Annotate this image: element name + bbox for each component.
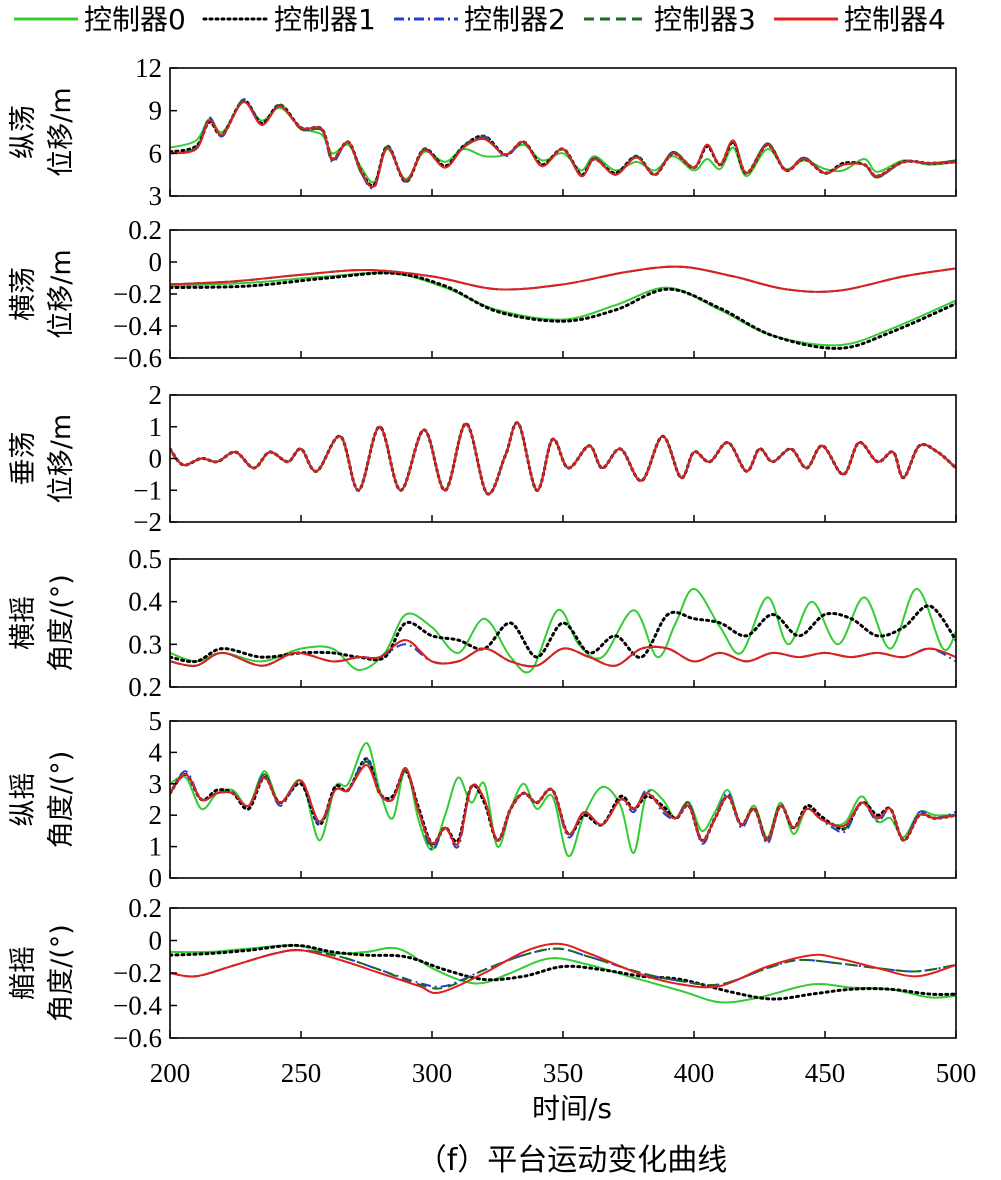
series-line-0 — [170, 271, 956, 347]
panel-frame — [169, 558, 957, 688]
y-tick-label: 5 — [149, 706, 163, 736]
y-axis-label-unit: 角度/(°) — [46, 751, 77, 849]
y-tick-label: −0.6 — [113, 343, 162, 373]
y-tick-label: 0.3 — [128, 629, 162, 659]
y-tick-label: 0.2 — [128, 893, 162, 923]
panel-series — [170, 265, 956, 350]
y-tick-label: 2 — [149, 380, 163, 410]
y-tick-label: 3 — [149, 769, 163, 799]
panel-frame — [169, 720, 957, 879]
series-line-4 — [170, 764, 956, 846]
y-axis-label-name: 艏摇 — [8, 946, 39, 1000]
y-tick-label: −0.2 — [113, 958, 162, 988]
panel-3: 0.2 0.3 0.4 0.5 横摇 角度/(°) — [8, 544, 957, 702]
y-axis-label-unit: 位移/m — [46, 414, 77, 503]
x-axis: 200 250 300 350 400 450 500 — [150, 1058, 977, 1088]
x-tick-label: 450 — [805, 1058, 846, 1088]
y-tick-label: 0.4 — [128, 587, 162, 617]
panel-series — [170, 587, 956, 674]
series-line-1 — [170, 271, 956, 350]
y-tick-label: 9 — [149, 96, 163, 126]
legend-label: 控制器2 — [464, 3, 566, 36]
figure-caption: （f）平台运动变化曲线 — [417, 1143, 728, 1178]
series-line-0 — [170, 587, 956, 674]
panel-5: −0.6−0.4−0.200.2 艏摇 角度/(°) — [8, 893, 957, 1053]
series-line-4 — [170, 101, 956, 188]
legend: 控制器0 控制器1 控制器2 控制器3 控制器4 — [14, 3, 946, 36]
y-axis-label-name: 纵荡 — [8, 105, 39, 159]
x-tick-label: 400 — [674, 1058, 715, 1088]
panel-frame — [169, 907, 957, 1039]
y-tick-label: 1 — [149, 832, 163, 862]
y-axis-label-name: 横摇 — [8, 596, 39, 650]
y-tick-label: 1 — [149, 412, 163, 442]
legend-label: 控制器4 — [844, 3, 946, 36]
legend-item-1: 控制器1 — [202, 3, 376, 36]
y-tick-label: 0.5 — [128, 544, 162, 574]
y-tick-label: −0.4 — [113, 311, 162, 341]
panel-1: −0.6−0.4−0.200.2 横荡 位移/m — [8, 215, 957, 373]
series-line-4 — [170, 639, 956, 668]
x-tick-label: 300 — [412, 1058, 453, 1088]
series-line-3 — [170, 760, 956, 848]
y-axis-label-unit: 角度/(°) — [46, 924, 77, 1022]
x-tick-label: 500 — [936, 1058, 977, 1088]
y-tick-label: 0.2 — [128, 672, 162, 702]
y-tick-label: 6 — [149, 138, 163, 168]
x-tick-label: 250 — [281, 1058, 322, 1088]
series-line-4 — [170, 265, 956, 293]
panel-series — [170, 741, 956, 858]
legend-item-0: 控制器0 — [14, 3, 186, 36]
x-tick-label: 350 — [543, 1058, 584, 1088]
legend-label: 控制器0 — [84, 3, 186, 36]
legend-label: 控制器1 — [274, 3, 376, 36]
y-tick-label: 0 — [149, 247, 163, 277]
y-tick-label: 0.2 — [128, 215, 162, 245]
y-tick-label: 12 — [135, 53, 162, 83]
x-axis-label: 时间/s — [532, 1092, 612, 1125]
x-tick-label: 200 — [150, 1058, 191, 1088]
y-axis-label-name: 横荡 — [8, 267, 39, 321]
y-axis-label-name: 垂荡 — [8, 432, 39, 486]
y-tick-label: 2 — [149, 800, 163, 830]
y-tick-label: −1 — [133, 475, 162, 505]
y-axis-label-unit: 位移/m — [46, 87, 77, 176]
series-line-0 — [170, 741, 956, 858]
series-line-4 — [170, 942, 956, 994]
legend-item-2: 控制器2 — [394, 3, 566, 36]
series-line-1 — [170, 943, 956, 1001]
y-tick-label: −2 — [133, 507, 162, 537]
y-tick-label: 0 — [149, 926, 163, 956]
panel-frame — [169, 229, 957, 359]
y-tick-label: −0.2 — [113, 279, 162, 309]
series-line-2 — [170, 947, 956, 988]
y-tick-label: 4 — [149, 737, 163, 767]
y-tick-label: 0 — [149, 444, 163, 474]
y-axis-label-unit: 位移/m — [46, 249, 77, 338]
y-tick-label: −0.6 — [113, 1023, 162, 1053]
y-axis-label-name: 纵摇 — [8, 773, 39, 827]
series-line-4 — [170, 421, 956, 495]
series-line-0 — [170, 944, 956, 1004]
panel-series — [170, 942, 956, 1004]
legend-item-3: 控制器3 — [584, 3, 756, 36]
legend-label: 控制器3 — [654, 3, 756, 36]
y-tick-label: 0 — [149, 863, 163, 893]
panel-0: 3 6 9 12 纵荡 位移/m — [8, 53, 957, 211]
y-axis-label-unit: 角度/(°) — [46, 574, 77, 672]
y-tick-label: −0.4 — [113, 991, 162, 1021]
series-line-3 — [170, 947, 956, 990]
series-line-1 — [170, 604, 956, 664]
y-tick-label: 3 — [149, 181, 163, 211]
panel-series — [170, 421, 956, 496]
panel-series — [170, 98, 956, 190]
legend-item-4: 控制器4 — [774, 3, 946, 36]
panel-frame — [169, 67, 957, 197]
